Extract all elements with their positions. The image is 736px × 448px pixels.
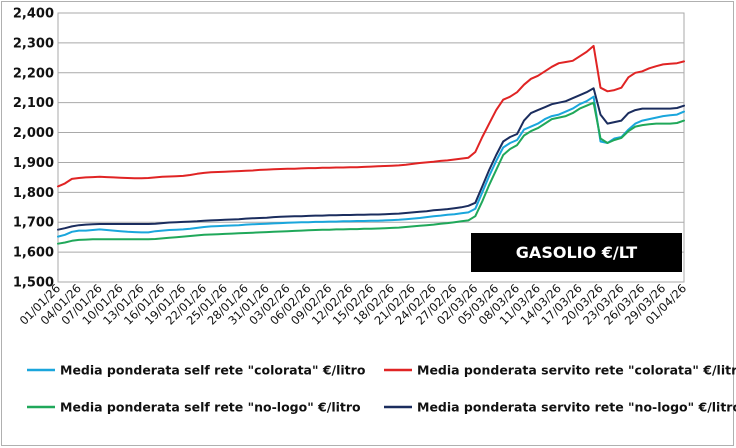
legend-label: Media ponderata self rete "no-logo" €/li… <box>60 400 361 415</box>
legend-label: Media ponderata servito rete "colorata" … <box>417 363 736 378</box>
series-line-3 <box>57 101 685 245</box>
x-axis-ticks: 01/01/2604/01/2607/01/2610/01/2613/01/26… <box>17 281 689 327</box>
y-tick-label: 2,400 <box>13 7 54 22</box>
y-tick-label: 2,000 <box>13 126 54 141</box>
y-tick-label: 1,500 <box>13 276 54 291</box>
y-tick-label: 2,300 <box>13 36 54 51</box>
legend-item: Media ponderata servito rete "colorata" … <box>384 363 736 378</box>
series-line-2 <box>57 44 685 188</box>
series-lines <box>57 44 685 245</box>
y-tick-label: 2,200 <box>13 66 54 81</box>
annotation-badge-text: GASOLIO €/LT <box>516 243 637 262</box>
y-tick-label: 1,800 <box>13 186 54 201</box>
legend-item: Media ponderata self rete "no-logo" €/li… <box>27 400 361 415</box>
legend-label: Media ponderata servito rete "no-logo" €… <box>417 400 736 415</box>
y-tick-label: 1,700 <box>13 216 54 231</box>
annotation-badge: GASOLIO €/LT <box>471 233 682 272</box>
plot-area <box>57 12 685 283</box>
y-tick-label: 2,100 <box>13 96 54 111</box>
legend-label: Media ponderata self rete "colorata" €/l… <box>60 363 366 378</box>
legend-item: Media ponderata servito rete "no-logo" €… <box>384 400 736 415</box>
series-line-4 <box>57 87 685 231</box>
legend: Media ponderata self rete "colorata" €/l… <box>27 363 736 415</box>
series-line-1 <box>57 95 685 238</box>
y-tick-label: 1,600 <box>13 246 54 261</box>
y-axis-ticks: 1,500 1,600 1,700 1,800 1,900 2,000 2,100 2,200… <box>13 7 54 291</box>
y-tick-label: 1,900 <box>13 156 54 171</box>
annotation-badge-bg <box>471 233 682 272</box>
legend-item: Media ponderata self rete "colorata" €/l… <box>27 363 366 378</box>
